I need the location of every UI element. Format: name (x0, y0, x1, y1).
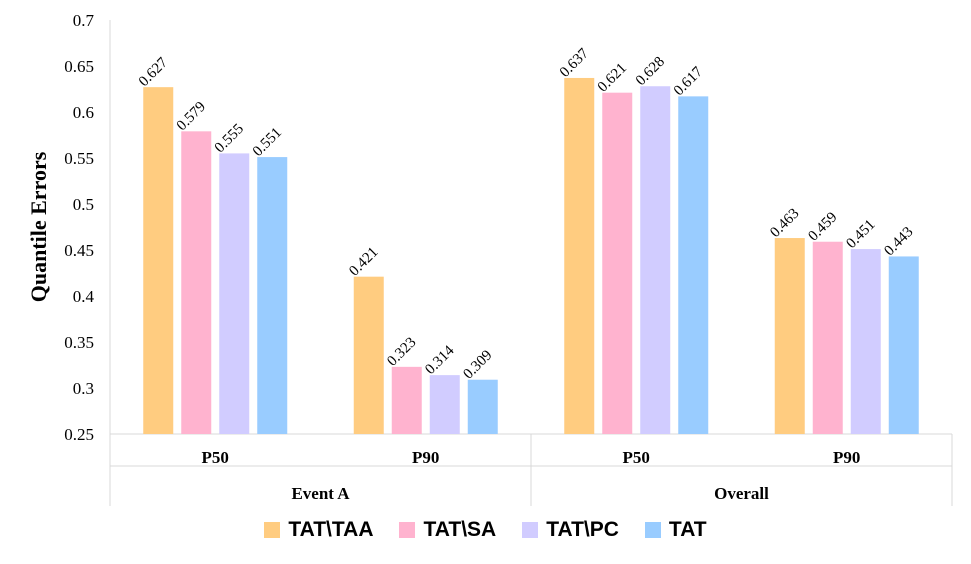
y-tick-label: 0.3 (73, 379, 94, 398)
y-tick-label: 0.35 (64, 333, 94, 352)
legend-label: TAT (668, 518, 707, 541)
x-category-label: P90 (412, 448, 439, 467)
x-group-label: Overall (714, 484, 769, 503)
data-label: 0.421 (346, 244, 381, 279)
legend-item: TAT\SA (399, 518, 496, 542)
bar-chart: Quantile Errors 0.25 0.3 0.35 0.4 0.45 0.5 0.55… (26, 11, 953, 506)
data-label: 0.617 (671, 64, 707, 100)
data-label: 0.627 (136, 54, 172, 90)
data-label: 0.621 (595, 60, 630, 95)
bar-event-a-p90-series-1 (353, 276, 384, 434)
bar-overall-p50-series-4 (678, 96, 709, 435)
data-label: 0.628 (633, 54, 668, 89)
data-label: 0.459 (805, 209, 840, 244)
bar-overall-p90-series-4 (888, 256, 919, 434)
legend-swatch (644, 522, 661, 538)
data-label: 0.309 (460, 347, 495, 382)
legend-label: TAT\PC (546, 518, 619, 541)
bar-overall-p90-series-2 (812, 241, 843, 434)
data-label: 0.555 (212, 121, 247, 156)
bar-event-a-p50-series-1 (143, 87, 174, 434)
y-tick-label: 0.25 (64, 425, 94, 444)
legend-item: TAT\TAA (264, 518, 373, 542)
data-label: 0.579 (174, 99, 209, 134)
data-label: 0.551 (250, 125, 285, 160)
y-axis-title: Quantile Errors (26, 151, 51, 302)
x-category-label: P50 (623, 448, 650, 467)
legend-item: TAT (644, 518, 707, 542)
y-tick-label: 0.7 (73, 11, 95, 30)
legend-label: TAT\TAA (288, 518, 374, 541)
data-label: 0.443 (881, 224, 916, 259)
data-label: 0.323 (384, 334, 419, 369)
bar-event-a-p90-series-4 (467, 379, 498, 434)
y-tick-label: 0.45 (64, 241, 94, 260)
legend-item: TAT\PC (522, 518, 619, 542)
legend-swatch (264, 522, 281, 538)
x-category-label: P90 (833, 448, 860, 467)
y-tick-label: 0.55 (64, 149, 94, 168)
data-label: 0.314 (422, 342, 458, 378)
x-category-label: P50 (202, 448, 229, 467)
bar-overall-p50-series-1 (564, 77, 595, 435)
y-tick-label: 0.5 (73, 195, 94, 214)
bar-event-a-p90-series-2 (391, 366, 422, 434)
x-group-label: Event A (291, 484, 350, 503)
bar-event-a-p90-series-3 (429, 375, 460, 434)
y-tick-label: 0.65 (64, 57, 94, 76)
legend-swatch (522, 522, 539, 538)
bar-overall-p50-series-3 (640, 86, 671, 435)
legend-swatch (399, 522, 416, 538)
legend-label: TAT\SA (423, 518, 497, 541)
y-tick-label: 0.4 (73, 287, 95, 306)
data-label: 0.637 (557, 45, 593, 81)
bar-overall-p90-series-1 (774, 238, 805, 434)
legend: TAT\TAA TAT\SA TAT\PC TAT (0, 518, 971, 542)
y-tick-label: 0.6 (73, 103, 94, 122)
data-label: 0.451 (843, 217, 878, 252)
bar-event-a-p50-series-4 (257, 157, 288, 434)
bar-event-a-p50-series-2 (181, 131, 212, 434)
bar-overall-p50-series-2 (602, 92, 633, 435)
bar-overall-p90-series-3 (850, 249, 881, 434)
bar-event-a-p50-series-3 (219, 153, 250, 434)
data-label: 0.463 (767, 206, 802, 241)
